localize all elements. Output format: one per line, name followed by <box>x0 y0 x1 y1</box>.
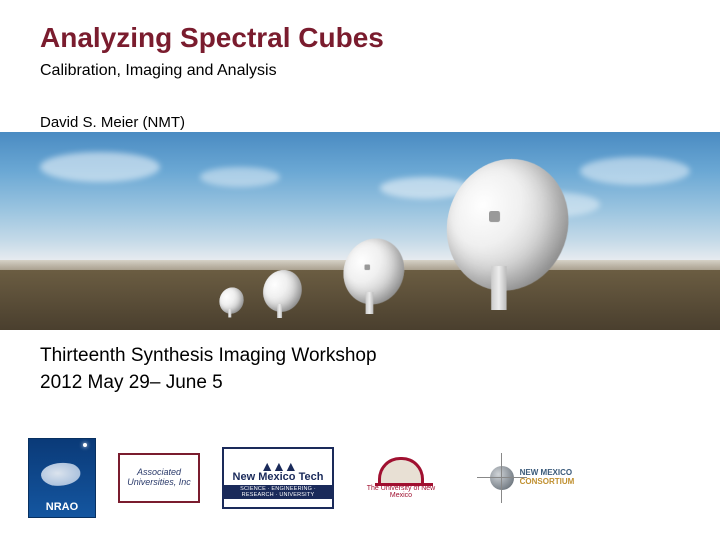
unm-logo: The University of New Mexico <box>356 449 446 507</box>
workshop-name: Thirteenth Synthesis Imaging Workshop <box>40 345 377 367</box>
nmt-logo-name: New Mexico Tech <box>233 472 324 483</box>
nrao-logo: NRAO <box>28 438 96 518</box>
nmc-line2: CONSORTIUM <box>520 478 575 487</box>
slide-subtitle: Calibration, Imaging and Analysis <box>40 62 277 80</box>
nm-consortium-logo: NEW MEXICO CONSORTIUM <box>468 453 596 503</box>
antenna-dish-icon <box>259 269 301 311</box>
antenna-dish-icon <box>337 237 403 303</box>
nmt-logo-tagline: SCIENCE · ENGINEERING · RESEARCH · UNIVE… <box>224 485 332 499</box>
unm-logo-label: The University of New Mexico <box>356 485 446 499</box>
logo-row: NRAO Associated Universities, Inc ▲▲▲ Ne… <box>28 438 596 518</box>
slide-title: Analyzing Spectral Cubes <box>40 22 384 54</box>
unm-arch-icon <box>378 457 424 483</box>
cloud-decoration <box>580 157 690 185</box>
author-line: David S. Meier (NMT) <box>40 114 185 131</box>
antenna-dish-icon <box>434 156 566 288</box>
aui-logo-label: Associated Universities, Inc <box>124 468 194 488</box>
nrao-logo-label: NRAO <box>46 501 78 513</box>
nmt-logo: ▲▲▲ New Mexico Tech SCIENCE · ENGINEERIN… <box>222 447 334 509</box>
nmt-peaks-icon: ▲▲▲ <box>260 458 296 470</box>
cloud-decoration <box>40 152 160 182</box>
aui-logo: Associated Universities, Inc <box>118 453 200 503</box>
hero-image-vla-antennas <box>0 132 720 330</box>
nmc-orb-icon <box>490 466 514 490</box>
antenna-dish-icon <box>217 287 243 313</box>
nmc-logo-text: NEW MEXICO CONSORTIUM <box>520 469 575 487</box>
workshop-dates: 2012 May 29– June 5 <box>40 372 223 394</box>
cloud-decoration <box>200 167 280 187</box>
